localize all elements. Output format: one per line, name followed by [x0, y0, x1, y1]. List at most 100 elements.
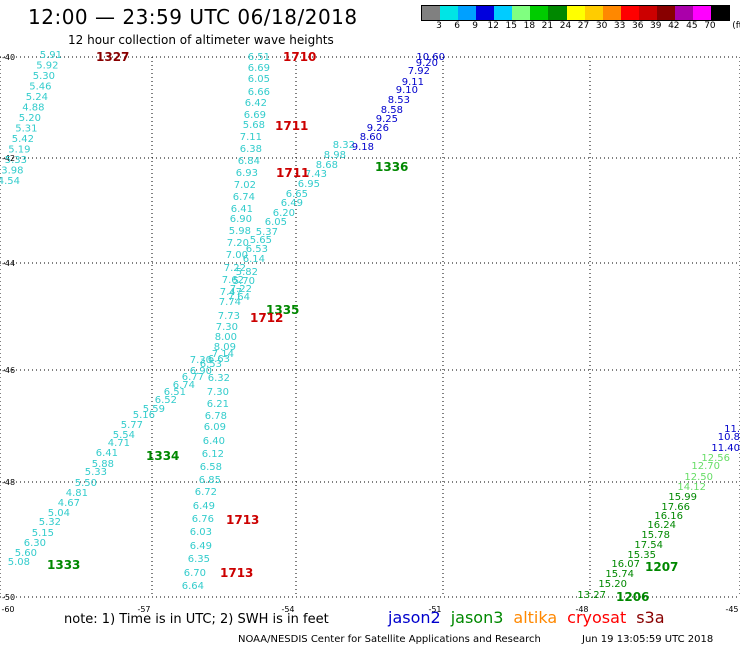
wave-height-label: 7.74 — [219, 297, 241, 308]
wave-height-label: 6.53 — [246, 244, 268, 255]
wave-height-label: 10.60 — [416, 52, 445, 63]
wave-height-label: 15.99 — [668, 492, 697, 503]
wave-height-label: 7.62 — [222, 275, 244, 286]
wave-height-label: 3.98 — [1, 166, 23, 177]
wave-height-label: 6.70 — [184, 568, 206, 579]
legend-swatch — [494, 6, 513, 20]
legend-swatch — [530, 6, 549, 20]
wave-height-label: 4.67 — [58, 498, 80, 509]
legend-label: 3 — [436, 21, 442, 31]
pass-time-label: 1335 — [266, 303, 299, 317]
wave-height-label: 7.43 — [305, 169, 327, 180]
lon-tick-label: -60 — [1, 605, 14, 614]
wave-height-label: 5.42 — [12, 134, 34, 145]
wave-height-label: 6.93 — [236, 168, 258, 179]
wave-height-label: 15.35 — [627, 550, 656, 561]
wave-height-label: 12.70 — [691, 461, 720, 472]
wave-height-label: 15.20 — [598, 579, 627, 590]
wave-height-label: 5.15 — [32, 528, 54, 539]
wave-height-label: 5.31 — [15, 124, 37, 135]
legend-label: 21 — [541, 21, 554, 31]
legend-label: 12 — [487, 21, 499, 31]
pass-time-label: 1206 — [616, 590, 649, 604]
wave-height-label: 5.32 — [39, 517, 61, 528]
pass-time-label: 1711 — [275, 119, 308, 133]
wave-height-label: 6.30 — [24, 538, 46, 549]
lon-tick-label: -54 — [281, 605, 294, 614]
wave-height-label: 5.54 — [113, 430, 135, 441]
lat-tick-label: -40 — [2, 53, 15, 62]
wave-height-label: 7.30 — [190, 355, 212, 366]
wave-height-label: 16.24 — [647, 520, 676, 531]
wave-height-label: 4.88 — [22, 103, 44, 114]
wave-height-label: 7.11 — [240, 132, 262, 143]
page-title: 12:00 — 23:59 UTC 06/18/2018 — [28, 5, 358, 29]
legend-label: 6 — [454, 21, 460, 31]
wave-height-label: 5.88 — [92, 459, 114, 470]
satellite-s3a: s3a — [636, 608, 665, 627]
wave-height-label: 12.56 — [701, 453, 730, 464]
track-c-high: 10.609.207.929.119.108.538.589.259.268.6… — [352, 52, 445, 153]
wave-height-label: 15.74 — [605, 569, 634, 580]
lat-tick-label: -42 — [2, 154, 15, 163]
lon-tick-label: -51 — [428, 605, 441, 614]
legend-label: 42 — [668, 21, 680, 31]
wave-height-label: 8.00 — [215, 332, 237, 343]
wave-height-label: 6.40 — [203, 436, 225, 447]
wave-height-label: 9.25 — [376, 114, 398, 125]
wave-height-label: 9.11 — [402, 77, 424, 88]
legend-label: 15 — [505, 21, 518, 31]
wave-height-label: 15.78 — [641, 530, 670, 541]
wave-height-label: 5.98 — [229, 226, 251, 237]
wave-height-label: 14.12 — [677, 482, 706, 493]
wave-height-label: 13.27 — [577, 590, 606, 601]
legend-label: 36 — [631, 21, 644, 31]
wave-height-label: 5.37 — [256, 227, 278, 238]
satellite-jason3: jason3 — [450, 608, 504, 627]
wave-height-label: 6.49 — [281, 198, 303, 209]
wave-height-label: 5.08 — [8, 557, 30, 568]
legend-swatch — [512, 6, 531, 20]
wave-height-label: 17.66 — [661, 502, 690, 513]
wave-height-label: 5.82 — [236, 267, 258, 278]
wave-height-label: 17.54 — [634, 540, 663, 551]
wave-height-label: 6.95 — [298, 179, 320, 190]
wave-height-label: 11. — [724, 424, 740, 435]
legend-label: 9 — [472, 21, 479, 31]
legend-swatch — [566, 6, 585, 20]
legend-label: 18 — [523, 21, 536, 31]
track-a: 5.915.925.305.465.244.885.205.315.425.19… — [0, 50, 62, 187]
legend-label: 27 — [577, 21, 590, 31]
pass-time-label: 1336 — [375, 160, 408, 174]
wave-height-label: 6.12 — [202, 449, 224, 460]
wave-height-label: 6.41 — [96, 448, 118, 459]
legend-swatch — [548, 6, 567, 20]
wave-height-label: 6.69 — [244, 110, 266, 121]
lat-tick-label: -50 — [2, 593, 15, 602]
wave-height-label: 8.60 — [360, 132, 382, 143]
wave-height-label: 5.65 — [250, 235, 272, 246]
wave-height-label: 4.81 — [66, 488, 88, 499]
wave-height-label: 5.60 — [15, 548, 37, 559]
wave-height-label: 5.46 — [29, 82, 51, 93]
track-e-high: 11.10.811.40 — [711, 424, 740, 454]
wave-height-label: 7.20 — [227, 238, 249, 249]
legend-swatch — [602, 6, 621, 20]
wave-height-label: 6.20 — [273, 208, 295, 219]
wave-height-label: 8.68 — [316, 160, 338, 171]
track-b: 6.516.696.056.666.426.695.687.116.386.84… — [182, 52, 270, 592]
wave-height-label: 6.53 — [200, 359, 222, 370]
wave-height-label: 6.90 — [230, 214, 252, 225]
wave-height-label: 5.20 — [19, 113, 41, 124]
legend-swatch — [656, 6, 675, 20]
wave-height-label: 8.98 — [324, 150, 346, 161]
wave-height-label: 6.58 — [200, 462, 222, 473]
wave-height-label: 6.14 — [243, 254, 265, 265]
legend-label: 39 — [650, 21, 662, 31]
pass-time-label: 1713 — [226, 513, 259, 527]
wave-height-label: 5.24 — [26, 92, 48, 103]
lon-tick-label: -57 — [137, 605, 150, 614]
